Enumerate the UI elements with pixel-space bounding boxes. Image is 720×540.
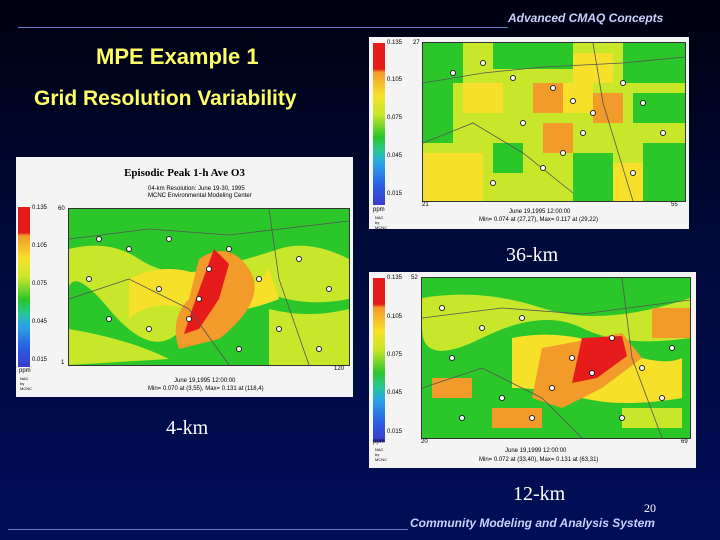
concentration-field — [68, 208, 350, 366]
grid-corner-label: 27 — [413, 40, 420, 46]
grid-corner-label: 60 — [58, 206, 65, 212]
grid-corner-label: 69 — [681, 439, 688, 445]
scale-tick: 0.135 — [387, 275, 403, 281]
scale-tick: 0.075 — [32, 281, 48, 287]
units-label: ppm — [373, 439, 385, 445]
label-36km: 36-km — [506, 244, 559, 266]
units-label: ppm — [373, 207, 385, 213]
grid-corner-label: 120 — [334, 366, 345, 372]
label-4km: 4-km — [166, 417, 209, 439]
min-max-stats: Min= 0.074 at (27,27), Max= 0.117 at (29… — [479, 217, 598, 223]
header-rule — [18, 27, 508, 28]
scale-tick: 0.105 — [387, 314, 403, 320]
min-max-stats: Min= 0.072 at (33,40), Max= 0.131 at (63… — [479, 457, 599, 463]
min-max-stats: Min= 0.070 at (3,55), Max= 0.131 at (118… — [148, 386, 264, 392]
scale-tick: 0.045 — [387, 390, 403, 396]
concentration-field — [422, 42, 686, 202]
map-subtitle: MCNC Environmental Modeling Center — [148, 193, 252, 199]
scale-tick: 0.015 — [387, 191, 403, 197]
slide-title: MPE Example 1 — [96, 44, 259, 69]
timestamp: June 19,1995 12:00:00 — [174, 378, 236, 384]
label-12km: 12-km — [513, 483, 566, 505]
logo-text: NAC by MCNC — [20, 376, 32, 391]
color-scale — [373, 43, 385, 205]
scale-tick: 0.045 — [32, 319, 48, 325]
grid-corner-label: 55 — [671, 202, 678, 208]
map-4km: Episodic Peak 1-h Ave O3 04-km Resolutio… — [16, 157, 353, 397]
scale-tick: 0.135 — [32, 205, 48, 211]
map-12km: 0.135 0.105 0.075 0.045 0.015 ppm NAC by M… — [369, 272, 696, 468]
slide-number: 20 — [644, 501, 656, 515]
grid-corner-label: 52 — [411, 275, 418, 281]
concentration-field — [421, 277, 691, 439]
grid-corner-label: 21 — [422, 202, 429, 208]
map-36km: 0.135 0.105 0.075 0.045 0.015 ppm NAC by M… — [369, 37, 689, 229]
scale-tick: 0.015 — [387, 429, 403, 435]
timestamp: June 19,1999 12:00:00 — [505, 448, 567, 454]
scale-tick: 0.105 — [387, 77, 403, 83]
logo-text: NAC by MCNC — [375, 215, 387, 229]
slide-subtitle: Grid Resolution Variability — [34, 87, 297, 110]
scale-tick: 0.015 — [32, 357, 48, 363]
grid-corner-label: 1 — [61, 360, 65, 366]
header-title: Advanced CMAQ Concepts — [508, 11, 664, 25]
scale-tick: 0.075 — [387, 115, 403, 121]
map-subtitle: 04-km Resolution: June 19-30, 1995 — [148, 186, 245, 192]
scale-tick: 0.045 — [387, 153, 403, 159]
scale-tick: 0.105 — [32, 243, 48, 249]
color-scale — [18, 207, 30, 367]
scale-tick: 0.135 — [387, 40, 403, 46]
logo-text: NAC by MCNC — [375, 447, 387, 462]
map-title: Episodic Peak 1-h Ave O3 — [124, 167, 245, 179]
color-scale — [373, 278, 385, 442]
units-label: ppm — [19, 368, 31, 374]
scale-tick: 0.075 — [387, 352, 403, 358]
grid-corner-label: 20 — [421, 439, 428, 445]
footer-rule — [8, 529, 408, 530]
footer-title: Community Modeling and Analysis System — [410, 516, 655, 530]
timestamp: June 19,1995 12:00:00 — [509, 209, 571, 215]
